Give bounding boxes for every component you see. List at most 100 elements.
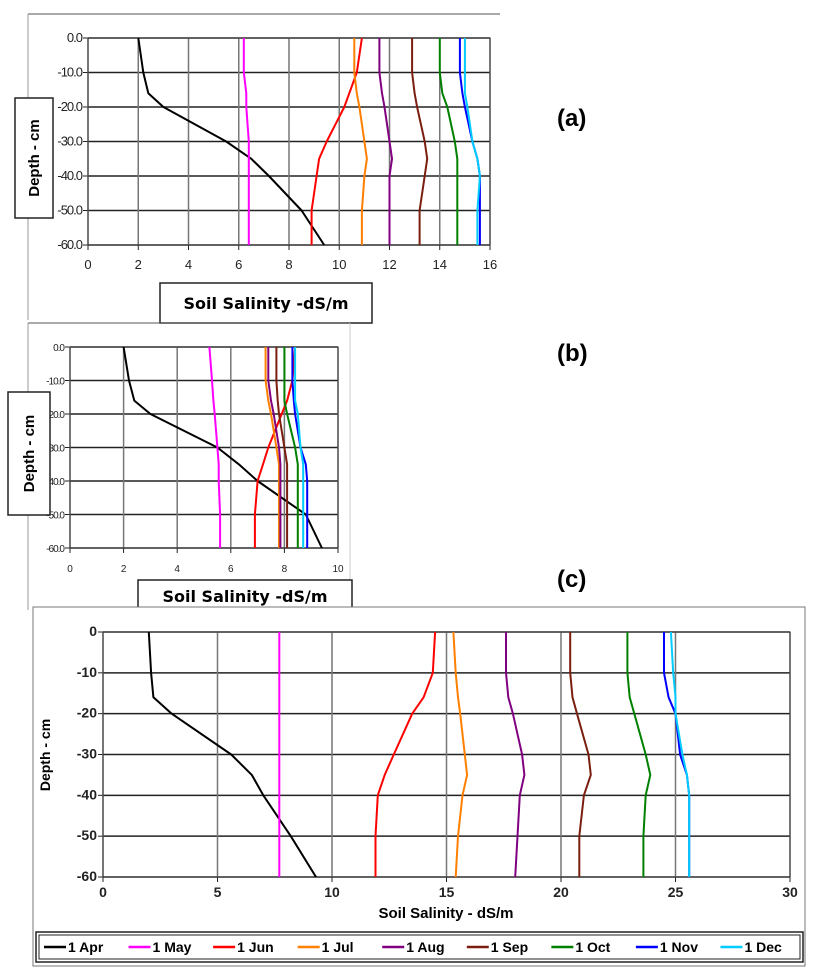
y-tick-label: -60.0 — [46, 544, 65, 555]
panel-label-a: (a) — [557, 105, 587, 132]
x-tick-label: 2 — [121, 564, 127, 575]
legend-label: 1 Oct — [575, 939, 610, 955]
legend-label: 1 Sep — [491, 939, 528, 955]
y-tick-label: -20.0 — [57, 99, 82, 114]
legend-item: 1 Dec — [720, 939, 782, 955]
y-axis-title: Depth - cm — [21, 415, 38, 493]
x-tick-label: 10 — [332, 564, 344, 575]
x-tick-label: 20 — [553, 884, 569, 900]
legend-label: 1 Jul — [322, 939, 354, 955]
x-tick-label: 12 — [382, 257, 396, 272]
legend: 1 Apr 1 May 1 Jun 1 Jul 1 Aug 1 Sep 1 Oct 1 Nov… — [35, 931, 804, 963]
x-axis-title: Soil Salinity -dS/m — [163, 587, 328, 606]
y-axis-title-box — [14, 97, 54, 219]
legend-label: 1 Aug — [406, 939, 444, 955]
x-tick-label: 2 — [135, 257, 142, 272]
legend-box — [35, 931, 804, 963]
chart-panel-a: 0.0 -10.0 -20.0 -30.0 -40.0 -50.0 -60.00 2 4 6 8 10… — [14, 13, 500, 324]
x-axis-title: Soil Salinity - dS/m — [378, 905, 513, 922]
series-line-1-dec — [463, 38, 481, 245]
y-axis-title: Depth - cm — [26, 119, 43, 197]
x-tick-label: 5 — [214, 884, 222, 900]
y-tick-label: -50 — [77, 827, 97, 843]
y-tick-label: -10.0 — [57, 65, 82, 80]
series-line-1-sep — [275, 347, 289, 548]
legend-item: 1 Apr — [44, 939, 104, 955]
series-line-1-dec — [294, 347, 305, 548]
y-tick-label: 0.0 — [67, 30, 83, 45]
plot-area — [102, 631, 791, 878]
series-line-1-aug — [267, 347, 282, 548]
series-line-1-jun — [253, 346, 297, 548]
series-line-1-oct — [283, 347, 299, 548]
series-line-1-jul — [353, 38, 368, 245]
series-line-1-apr — [147, 631, 317, 878]
series-line-1-jul — [452, 631, 469, 878]
x-tick-label: 6 — [228, 564, 234, 575]
legend-label: 1 May — [153, 939, 192, 955]
plot-area — [87, 37, 491, 246]
x-tick-label: 4 — [174, 564, 180, 575]
legend-item: 1 Oct — [551, 939, 611, 955]
legend-item: 1 Sep — [466, 939, 528, 955]
legend-box-inner — [38, 934, 801, 960]
y-tick-label: 0 — [89, 623, 97, 639]
x-tick-label: 6 — [235, 257, 242, 272]
chart-panel-b: 0.0 -10.0 -20.0 -30.0 -40.0 -50.0 -60.00 2 4 6 8 10… — [7, 322, 353, 613]
series-line-1-sep — [411, 38, 429, 245]
legend-item: 1 Nov — [635, 939, 698, 955]
legend-item: 1 Jun — [213, 939, 274, 955]
legend-item: 1 Jul — [297, 939, 354, 955]
y-tick-label: -10.0 — [46, 377, 65, 388]
x-tick-label: 0 — [99, 884, 107, 900]
series-line-1-sep — [569, 632, 592, 877]
series-line-1-jun — [374, 631, 437, 877]
x-tick-label: 8 — [282, 564, 288, 575]
x-tick-label: 30 — [782, 884, 798, 900]
x-tick-label: 14 — [433, 257, 447, 272]
x-tick-label: 0 — [67, 564, 73, 575]
plot-area — [69, 346, 339, 549]
x-tick-label: 10 — [324, 884, 340, 900]
y-tick-label: -10 — [77, 664, 97, 680]
legend-item: 1 May — [128, 939, 192, 955]
x-tick-label: 8 — [285, 257, 292, 272]
y-tick-label: -30.0 — [57, 134, 82, 149]
series-line-1-jul — [264, 347, 280, 548]
x-axis-title-box — [159, 282, 373, 324]
y-tick-label: -40 — [77, 786, 97, 802]
x-tick-label: 4 — [185, 257, 192, 272]
chart-frame — [32, 606, 806, 967]
y-tick-label: -40.0 — [57, 168, 82, 183]
legend-label: 1 Jun — [237, 939, 274, 955]
series-line-1-may — [242, 38, 250, 245]
series-line-1-oct — [626, 632, 652, 877]
legend-label: 1 Nov — [660, 939, 698, 955]
legend-item: 1 Aug — [382, 939, 445, 955]
x-tick-label: 10 — [332, 257, 346, 272]
x-tick-label: 25 — [668, 884, 684, 900]
y-axis-title: Depth - cm — [37, 719, 53, 791]
x-tick-label: 16 — [483, 257, 497, 272]
legend-label: 1 Apr — [68, 939, 104, 955]
y-tick-label: -40.0 — [46, 477, 65, 488]
y-tick-label: -50.0 — [46, 511, 65, 522]
y-tick-label: -20.0 — [46, 410, 65, 421]
series-line-1-oct — [438, 38, 459, 245]
y-tick-label: -50.0 — [57, 203, 82, 218]
y-axis-title-box — [7, 391, 51, 516]
x-tick-label: 0 — [84, 257, 91, 272]
series-line-1-apr — [137, 37, 326, 246]
legend-label: 1 Dec — [744, 939, 782, 955]
series-line-1-dec — [669, 631, 691, 877]
series-line-1-aug — [505, 632, 526, 878]
y-tick-label: -30 — [77, 746, 97, 762]
series-line-1-aug — [378, 38, 393, 245]
x-axis-title: Soil Salinity -dS/m — [184, 294, 349, 313]
series-line-1-may — [208, 346, 222, 548]
y-tick-label: -60.0 — [57, 237, 82, 252]
panel-label-c: (c) — [557, 566, 587, 593]
y-tick-label: -60 — [77, 868, 97, 884]
